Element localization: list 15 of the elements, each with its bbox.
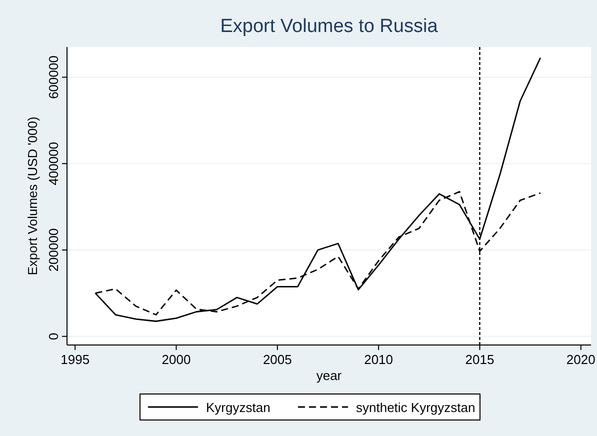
- y-axis-title: Export Volumes (USD '000): [25, 116, 40, 276]
- x-axis-title: year: [316, 368, 342, 383]
- legend-label: Kyrgyzstan: [206, 400, 270, 415]
- x-tick-label: 2020: [566, 352, 596, 367]
- y-tick-label: 600000: [46, 56, 61, 99]
- x-tick-label: 2010: [364, 352, 394, 367]
- x-tick-label: 2000: [162, 352, 191, 367]
- chart-title: Export Volumes to Russia: [220, 16, 438, 37]
- legend-label: synthetic Kyrgyzstan: [356, 400, 476, 415]
- y-tick-label: 0: [46, 332, 61, 340]
- x-tick-label: 2005: [262, 352, 292, 367]
- y-tick-label: 400000: [46, 142, 61, 186]
- x-tick-label: 1995: [60, 352, 90, 367]
- x-tick-label: 2015: [465, 352, 494, 367]
- y-tick-label: 200000: [46, 228, 61, 272]
